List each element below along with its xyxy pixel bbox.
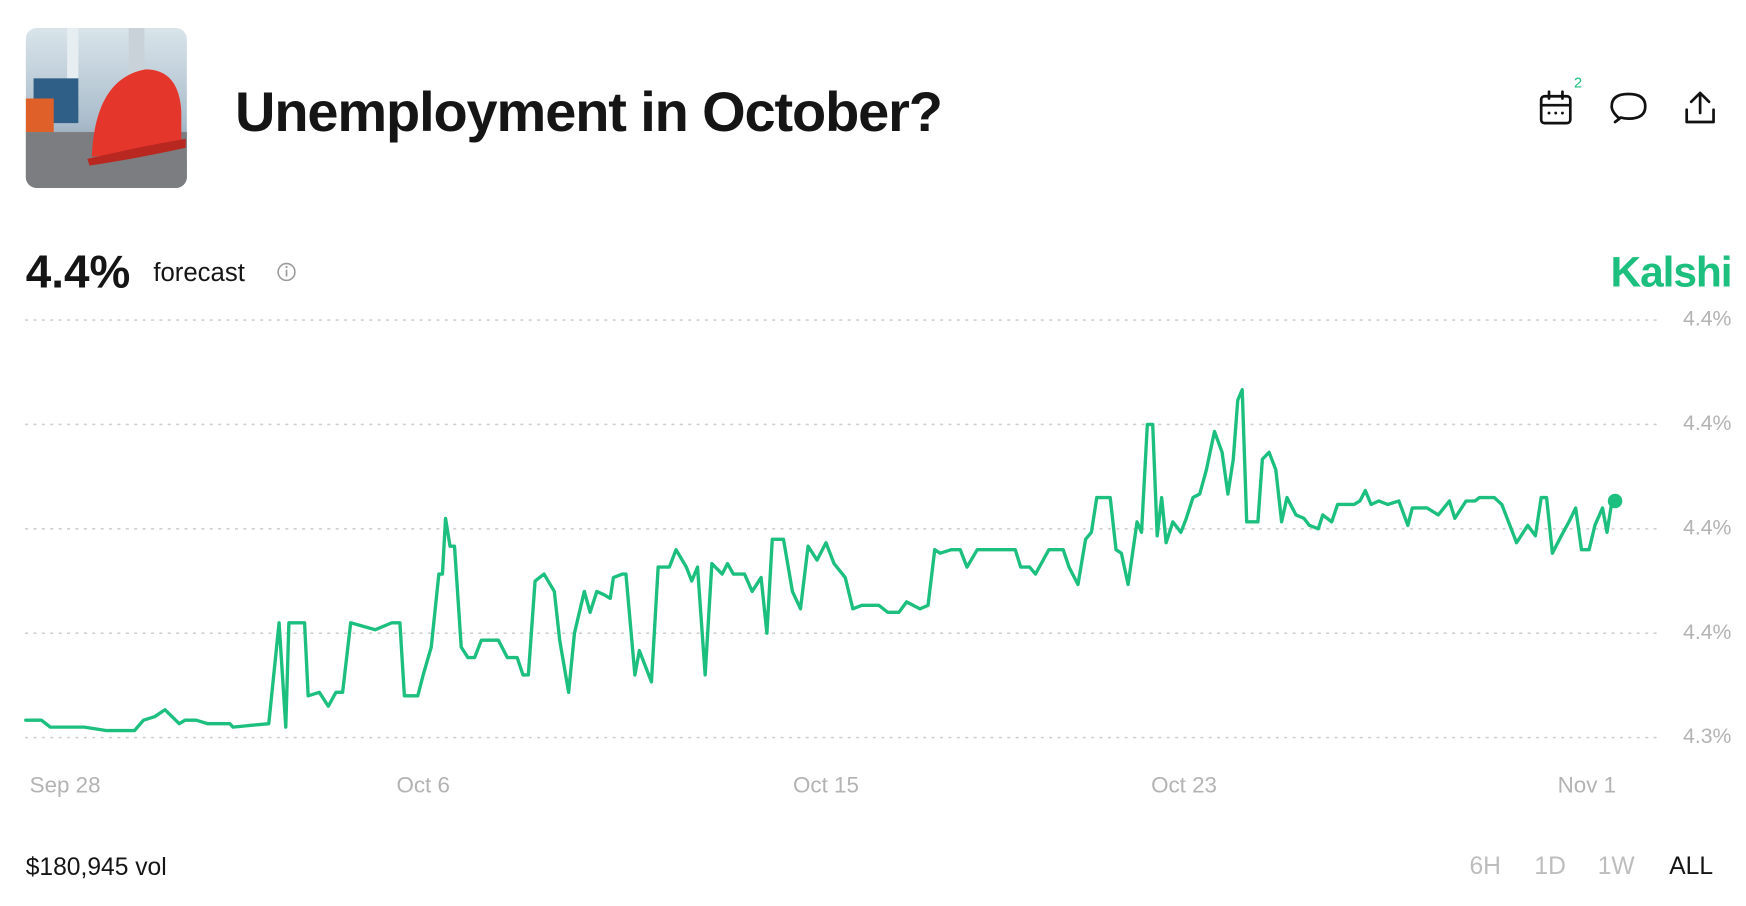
calendar-badge: 2 [1574,75,1582,91]
y-tick-label: 4.4% [1683,307,1732,331]
y-tick-label: 4.4% [1683,620,1732,644]
market-title: Unemployment in October? [235,80,942,143]
plot: 4.3% 4.4% 4.4% 4.4% 4.4% Sep 28 Oct 6 Oct 15 Oct… [24,307,1732,798]
range-button[interactable]: 6H [1469,853,1500,880]
x-tick-label: Nov 1 [1558,773,1616,798]
share-button[interactable] [1685,91,1715,124]
y-tick-label: 4.3% [1683,724,1732,748]
comments-button[interactable] [1610,92,1647,124]
brand-logo: Kalshi [1611,249,1732,297]
range-button[interactable]: 1D [1534,853,1565,880]
market-thumbnail [25,27,187,189]
y-tick-label: 4.4% [1683,411,1732,435]
calendar-button[interactable] [1539,90,1572,125]
forecast-label: forecast [153,259,245,287]
x-tick-label: Oct 15 [793,773,859,798]
range-button[interactable]: ALL [1669,853,1713,880]
volume: $180,945 vol [26,854,167,881]
x-tick-label: Oct 23 [1151,773,1217,798]
x-tick-label: Sep 28 [30,773,101,798]
info-icon[interactable] [277,262,296,282]
last-point [1607,493,1623,509]
range-button[interactable]: 1W [1598,853,1636,880]
y-tick-label: 4.4% [1683,515,1732,539]
forecast-value: 4.4% [26,246,131,298]
line-series [24,387,1617,733]
x-tick-label: Oct 6 [396,773,449,798]
